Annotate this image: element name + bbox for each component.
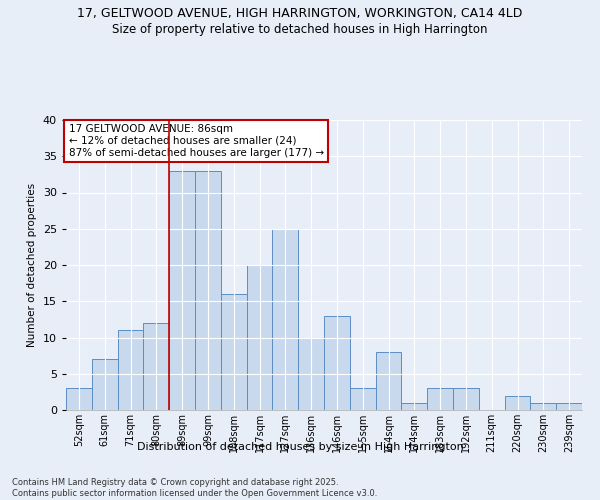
Bar bbox=[530, 403, 556, 410]
Bar bbox=[118, 330, 143, 410]
Bar bbox=[505, 396, 530, 410]
Bar bbox=[350, 388, 376, 410]
Bar bbox=[298, 338, 324, 410]
Bar bbox=[401, 403, 427, 410]
Text: Size of property relative to detached houses in High Harrington: Size of property relative to detached ho… bbox=[112, 22, 488, 36]
Bar bbox=[247, 265, 272, 410]
Bar bbox=[92, 359, 118, 410]
Bar bbox=[427, 388, 453, 410]
Bar bbox=[453, 388, 479, 410]
Bar bbox=[556, 403, 582, 410]
Text: Distribution of detached houses by size in High Harrington: Distribution of detached houses by size … bbox=[137, 442, 463, 452]
Y-axis label: Number of detached properties: Number of detached properties bbox=[27, 183, 37, 347]
Bar bbox=[221, 294, 247, 410]
Text: 17 GELTWOOD AVENUE: 86sqm
← 12% of detached houses are smaller (24)
87% of semi-: 17 GELTWOOD AVENUE: 86sqm ← 12% of detac… bbox=[68, 124, 324, 158]
Text: Contains HM Land Registry data © Crown copyright and database right 2025.
Contai: Contains HM Land Registry data © Crown c… bbox=[12, 478, 377, 498]
Bar bbox=[376, 352, 401, 410]
Bar bbox=[324, 316, 350, 410]
Bar bbox=[195, 171, 221, 410]
Bar bbox=[66, 388, 92, 410]
Bar bbox=[169, 171, 195, 410]
Text: 17, GELTWOOD AVENUE, HIGH HARRINGTON, WORKINGTON, CA14 4LD: 17, GELTWOOD AVENUE, HIGH HARRINGTON, WO… bbox=[77, 8, 523, 20]
Bar bbox=[143, 323, 169, 410]
Bar bbox=[272, 229, 298, 410]
